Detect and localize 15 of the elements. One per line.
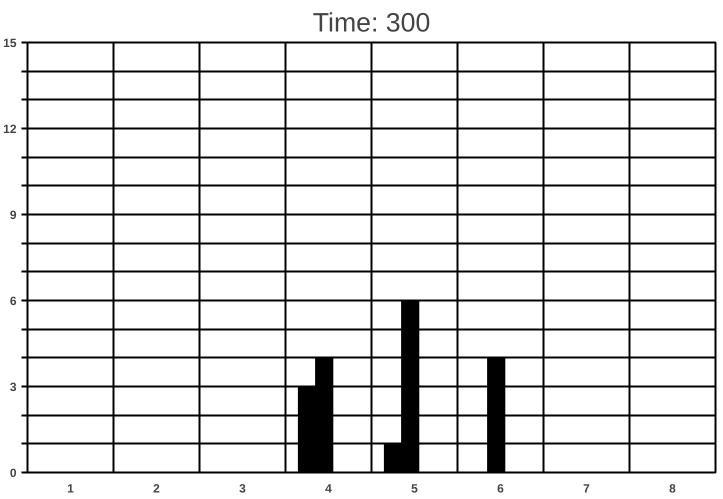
x-tick-label: 3 <box>239 482 246 496</box>
y-tick-label: 3 <box>10 380 17 394</box>
x-tick-label: 8 <box>669 482 676 496</box>
chart-title: Time: 300 <box>312 8 430 38</box>
y-tick-label: 12 <box>3 122 17 136</box>
x-tick-label: 6 <box>497 482 504 496</box>
y-tick-label: 9 <box>10 208 17 222</box>
x-tick-label: 7 <box>583 482 590 496</box>
y-tick-label: 6 <box>10 294 17 308</box>
x-tick-label: 2 <box>153 482 160 496</box>
x-tick-label: 5 <box>411 482 418 496</box>
x-tick-label: 4 <box>325 482 332 496</box>
y-tick-label: 0 <box>10 466 17 480</box>
x-tick-label: 1 <box>67 482 74 496</box>
y-tick-label: 15 <box>3 36 17 50</box>
